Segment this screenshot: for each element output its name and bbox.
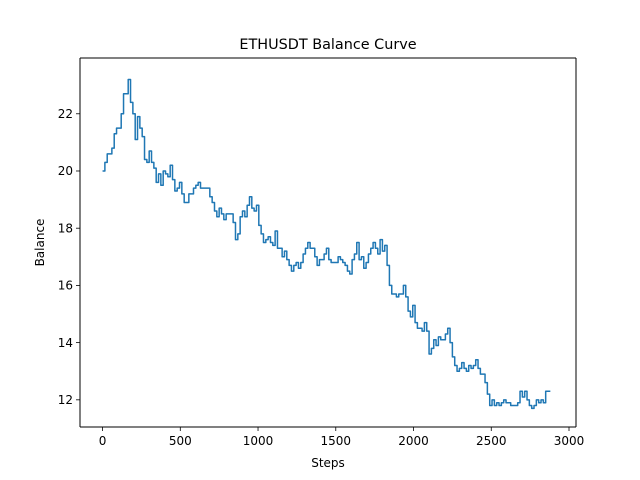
axes-frame — [79, 57, 577, 428]
y-tick-label: 14 — [58, 336, 73, 350]
y-tick-label: 18 — [58, 221, 73, 235]
x-tick-label: 500 — [169, 434, 192, 448]
x-tick-label: 1000 — [243, 434, 274, 448]
chart-title: ETHUSDT Balance Curve — [239, 37, 416, 53]
y-tick-label: 16 — [58, 279, 73, 293]
plot-area-background — [80, 58, 576, 427]
y-tick-label: 20 — [58, 164, 73, 178]
y-axis-ticks: 12 14 16 18 20 22 — [58, 107, 80, 407]
x-tick-label: 0 — [99, 434, 107, 448]
y-axis-label: Balance — [33, 219, 47, 267]
x-tick-label: 2500 — [476, 434, 507, 448]
x-axis-label: Steps — [311, 456, 345, 470]
x-tick-label: 2000 — [398, 434, 429, 448]
y-tick-label: 12 — [58, 393, 73, 407]
x-axis-ticks: 0 500 1000 1500 2000 2500 3000 — [99, 427, 585, 448]
x-tick-label: 3000 — [554, 434, 585, 448]
y-tick-label: 22 — [58, 107, 73, 121]
x-tick-label: 1500 — [321, 434, 352, 448]
series-line-balance — [102, 78, 551, 410]
series-layer — [102, 78, 551, 410]
